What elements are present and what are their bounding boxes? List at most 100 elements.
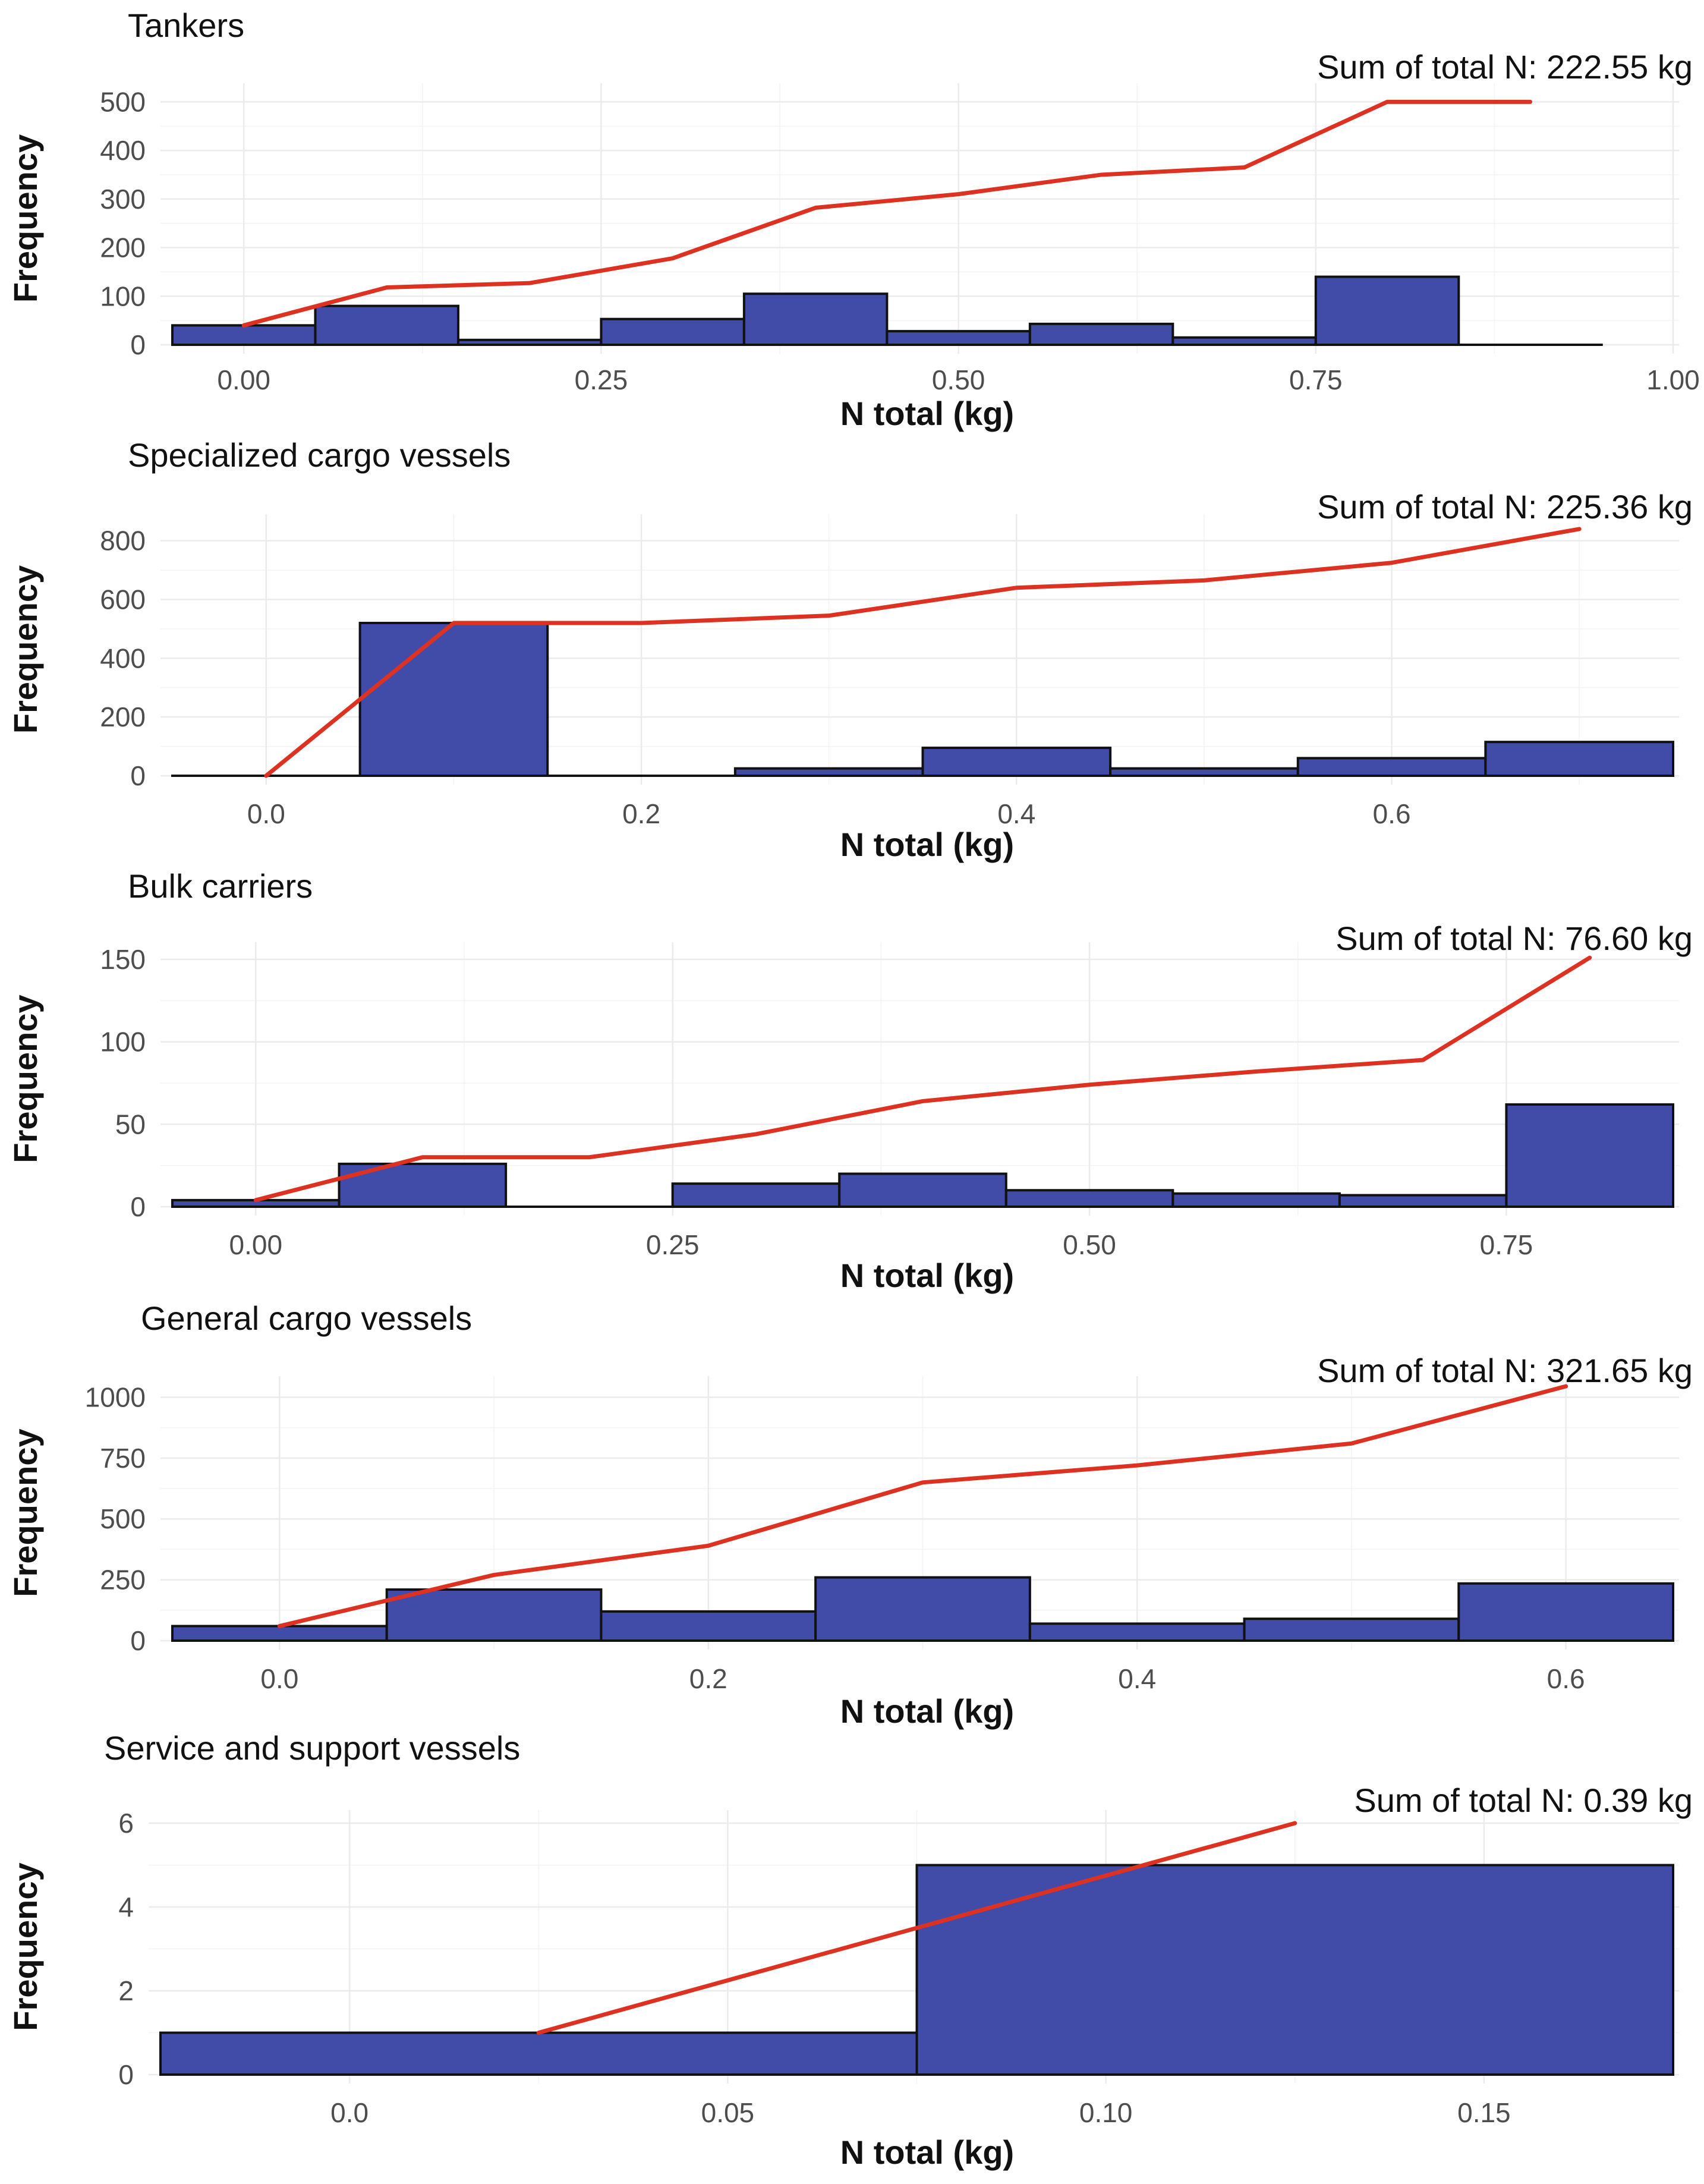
histogram-bar bbox=[1028, 1622, 1246, 1642]
x-tick-label: 0.4 bbox=[997, 798, 1035, 829]
panel-title: Tankers bbox=[128, 7, 244, 44]
cumulative-line bbox=[253, 955, 1592, 1203]
histogram-bar bbox=[733, 767, 924, 778]
sum-annotation: Sum of total N: 76.60 kg bbox=[1336, 920, 1693, 957]
histogram-bar bbox=[886, 330, 1031, 346]
histogram-bar bbox=[1171, 1192, 1341, 1208]
x-tick-label: 0.10 bbox=[1079, 2097, 1133, 2128]
histogram-bar bbox=[742, 292, 889, 346]
x-tick-label: 0.00 bbox=[229, 1229, 283, 1260]
panel-title: General cargo vessels bbox=[141, 1299, 472, 1337]
sum-annotation: Sum of total N: 222.55 kg bbox=[1317, 48, 1693, 86]
histogram-bar bbox=[358, 622, 549, 778]
x-axis-label: N total (kg) bbox=[840, 826, 1014, 863]
histogram-bar bbox=[1314, 275, 1460, 347]
x-tick-label: 0.75 bbox=[1480, 1229, 1533, 1260]
y-axis-label: Frequency bbox=[7, 565, 44, 734]
panel-title: Bulk carriers bbox=[128, 867, 313, 905]
cumulative-line bbox=[536, 1821, 1297, 2035]
histogram-bar bbox=[385, 1588, 603, 1642]
cumulative-line bbox=[277, 1384, 1568, 1628]
histogram-bar bbox=[1505, 1103, 1674, 1208]
histogram-bar bbox=[1004, 1189, 1174, 1208]
y-tick-label: 0 bbox=[130, 329, 146, 360]
y-tick-label: 300 bbox=[100, 184, 146, 215]
y-tick-label: 2 bbox=[118, 1975, 134, 2006]
histogram-bar bbox=[1484, 741, 1674, 777]
histogram-bar bbox=[171, 1625, 388, 1642]
x-tick-label: 0.00 bbox=[217, 364, 270, 395]
x-tick-label: 0.6 bbox=[1373, 798, 1411, 829]
histogram-bar bbox=[838, 1172, 1007, 1208]
histogram-bar bbox=[600, 317, 745, 346]
y-tick-label: 0 bbox=[130, 760, 146, 791]
histogram-bar bbox=[1338, 1194, 1508, 1209]
x-tick-label: 0.25 bbox=[646, 1229, 700, 1260]
x-tick-label: 0.2 bbox=[689, 1663, 727, 1694]
panel-4: 0.0 0.2 0.4 0.6 0 250 500 750 1000 General cargo … bbox=[7, 1299, 1693, 1730]
x-axis-label: N total (kg) bbox=[840, 2133, 1014, 2171]
histogram-bar bbox=[159, 2031, 918, 2076]
y-tick-label: 0 bbox=[118, 2059, 134, 2090]
sum-annotation: Sum of total N: 321.65 kg bbox=[1317, 1352, 1693, 1389]
x-axis-label: N total (kg) bbox=[840, 1257, 1014, 1294]
x-tick-label: 0.50 bbox=[932, 364, 985, 395]
y-tick-label: 6 bbox=[118, 1808, 134, 1839]
y-tick-label: 0 bbox=[130, 1191, 146, 1222]
histogram-bar bbox=[171, 324, 317, 346]
histogram-bar bbox=[814, 1576, 1031, 1642]
x-tick-label: 0.0 bbox=[260, 1663, 298, 1694]
x-tick-label: 0.4 bbox=[1118, 1663, 1156, 1694]
histogram-bar bbox=[1109, 767, 1299, 778]
x-tick-label: 0.75 bbox=[1289, 364, 1343, 395]
histogram-bar bbox=[1296, 757, 1487, 778]
y-tick-label: 1000 bbox=[85, 1381, 146, 1412]
y-tick-label: 250 bbox=[100, 1565, 146, 1595]
panel-title: Specialized cargo vessels bbox=[128, 436, 511, 474]
panel-title: Service and support vessels bbox=[104, 1729, 520, 1767]
x-tick-label: 0.25 bbox=[575, 364, 628, 395]
x-tick-label: 0.6 bbox=[1547, 1663, 1585, 1694]
y-tick-label: 400 bbox=[100, 135, 146, 166]
y-axis-label: Frequency bbox=[7, 1428, 44, 1597]
y-tick-label: 0 bbox=[130, 1625, 146, 1656]
x-axis-label: N total (kg) bbox=[840, 395, 1014, 432]
sum-annotation: Sum of total N: 0.39 kg bbox=[1354, 1782, 1693, 1819]
histogram-bar bbox=[921, 747, 1112, 778]
y-axis-label: Frequency bbox=[7, 995, 44, 1163]
panel-5: 0.0 0.05 0.10 0.15 0 2 4 6 Service and support v… bbox=[7, 1729, 1693, 2171]
y-tick-label: 4 bbox=[118, 1892, 134, 1922]
y-tick-label: 200 bbox=[100, 232, 146, 263]
x-tick-label: 0.05 bbox=[701, 2097, 755, 2128]
cumulative-line bbox=[264, 527, 1582, 778]
x-tick-label: 0.0 bbox=[247, 798, 285, 829]
y-tick-label: 500 bbox=[100, 1503, 146, 1534]
x-tick-label: 0.2 bbox=[622, 798, 660, 829]
x-tick-label: 0.50 bbox=[1063, 1229, 1116, 1260]
y-axis-label: Frequency bbox=[7, 134, 44, 303]
histogram-bar bbox=[1243, 1617, 1460, 1642]
cumulative-line bbox=[241, 99, 1533, 328]
histogram-bar bbox=[915, 1864, 1674, 2076]
y-axis-label: Frequency bbox=[7, 1862, 44, 2031]
histogram-bar bbox=[671, 1182, 841, 1208]
y-tick-label: 600 bbox=[100, 584, 146, 615]
panel-1: 0.00 0.25 0.50 0.75 1.00 0 100 200 300 400 500 Tank… bbox=[7, 7, 1700, 432]
y-tick-label: 400 bbox=[100, 643, 146, 674]
histogram-bar bbox=[600, 1610, 817, 1642]
histogram-bar bbox=[314, 304, 459, 346]
y-tick-label: 500 bbox=[100, 86, 146, 117]
panel-3: 0.00 0.25 0.50 0.75 0 50 100 150 Bulk carriers Su… bbox=[7, 867, 1693, 1294]
x-tick-label: 1.00 bbox=[1646, 364, 1700, 395]
y-tick-label: 100 bbox=[100, 1027, 146, 1058]
y-tick-label: 800 bbox=[100, 525, 146, 556]
panel-2: 0.0 0.2 0.4 0.6 0 200 400 600 800 Specialized car… bbox=[7, 436, 1693, 863]
sum-annotation: Sum of total N: 225.36 kg bbox=[1317, 488, 1693, 525]
histogram-bar bbox=[1171, 336, 1317, 346]
y-tick-label: 750 bbox=[100, 1443, 146, 1474]
x-tick-label: 0.15 bbox=[1457, 2097, 1511, 2128]
y-tick-label: 50 bbox=[115, 1109, 146, 1140]
y-tick-label: 200 bbox=[100, 701, 146, 732]
y-tick-label: 100 bbox=[100, 281, 146, 311]
